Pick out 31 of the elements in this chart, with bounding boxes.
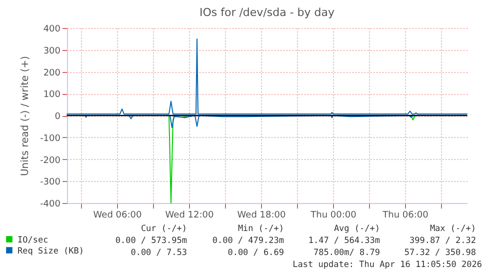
chart-title: IOs for /dev/sda - by day bbox=[199, 6, 336, 19]
y-tick-label: 200 bbox=[43, 68, 61, 78]
y-tick-label: -100 bbox=[40, 134, 61, 144]
y-tick-label: 100 bbox=[43, 90, 61, 100]
text: Last update: Thu Apr 16 11:05:50 2026 bbox=[292, 259, 482, 271]
text: Cur (-/+) bbox=[140, 223, 187, 235]
x-tick-label: Wed 18:00 bbox=[237, 210, 286, 220]
y-tick-label: 0 bbox=[54, 112, 61, 122]
y-axis-title: Units read (-) / write (+) bbox=[20, 56, 32, 176]
text: 1.47 / 564.33m bbox=[308, 235, 380, 247]
text: Avg (-/+) bbox=[334, 223, 380, 235]
text: 0.00 / 573.95m bbox=[115, 235, 187, 247]
text: 0.00 / 7.53 bbox=[130, 247, 187, 259]
x-tick-label: Thu 00:00 bbox=[310, 210, 357, 220]
x-tick-label: Wed 06:00 bbox=[93, 210, 142, 220]
text: 0.00 / 479.23m bbox=[212, 235, 284, 247]
text: 785.00m/ 8.79 bbox=[313, 247, 380, 259]
text: 57.32 / 350.98 bbox=[404, 247, 476, 259]
text: 399.87 / 2.32 bbox=[409, 235, 476, 247]
x-tick-label: Thu 06:00 bbox=[382, 210, 429, 220]
y-tick-label: -400 bbox=[40, 200, 61, 210]
legend-label: Req Size (KB) bbox=[18, 246, 84, 256]
y-tick-label: -200 bbox=[40, 156, 61, 166]
y-tick-label: -300 bbox=[40, 178, 61, 188]
text: Max (-/+) bbox=[430, 223, 476, 235]
legend-label: IO/sec bbox=[18, 235, 48, 246]
text: Min (-/+) bbox=[238, 223, 284, 235]
y-tick-label: 300 bbox=[43, 46, 61, 56]
text: 0.00 / 6.69 bbox=[228, 247, 284, 259]
y-tick-label: 400 bbox=[43, 24, 61, 34]
x-tick-label: Wed 12:00 bbox=[165, 210, 214, 220]
